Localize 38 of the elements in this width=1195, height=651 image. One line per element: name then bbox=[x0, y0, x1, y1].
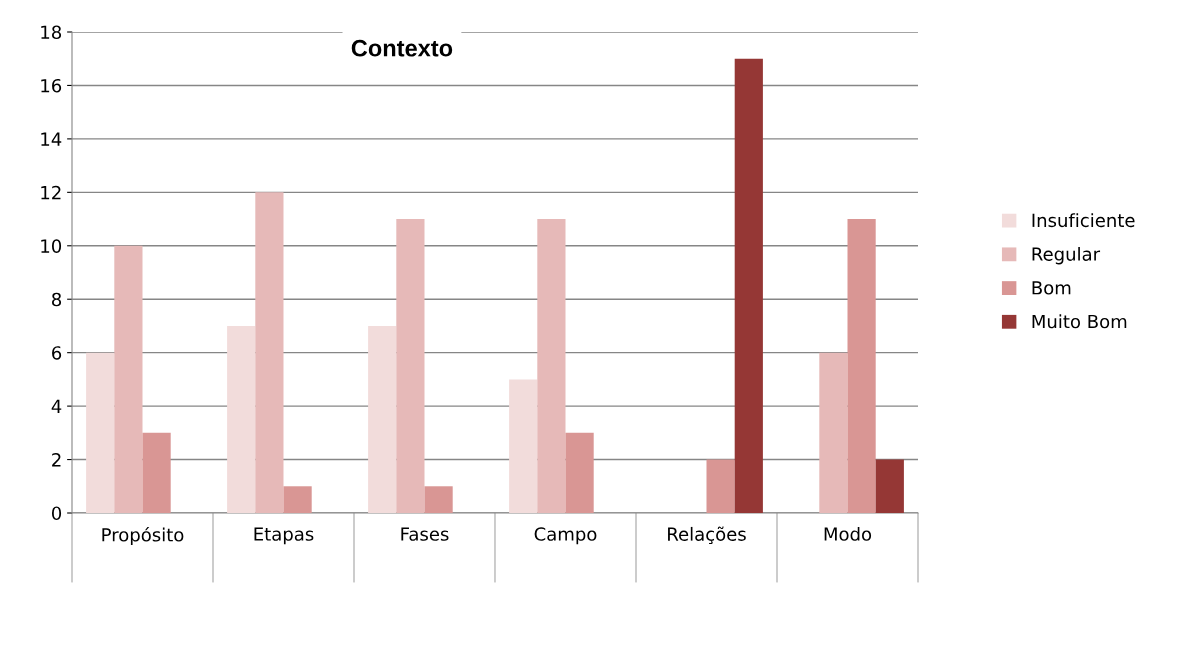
bar bbox=[847, 219, 876, 513]
y-tick-label: 2 bbox=[52, 453, 61, 467]
chart-title: Contexto bbox=[351, 39, 453, 57]
bar bbox=[424, 486, 453, 513]
y-tick-label: 16 bbox=[41, 78, 62, 93]
bar bbox=[706, 459, 735, 513]
x-tick-label: Propósito bbox=[102, 526, 184, 546]
bar bbox=[283, 486, 312, 513]
legend-label: Bom bbox=[1032, 281, 1071, 295]
y-tick-label: 6 bbox=[52, 346, 62, 360]
y-tick-label: 0 bbox=[51, 506, 62, 521]
legend-label: Regular bbox=[1032, 246, 1101, 265]
x-tick-label: Etapas bbox=[254, 527, 314, 545]
y-tick-label: 18 bbox=[41, 25, 62, 40]
bar bbox=[819, 352, 848, 513]
y-tick-label: 4 bbox=[51, 399, 62, 413]
bar bbox=[537, 219, 566, 513]
bar bbox=[509, 379, 538, 513]
bar bbox=[565, 432, 594, 513]
bar bbox=[114, 245, 143, 513]
bar bbox=[142, 432, 171, 513]
y-tick-label: 10 bbox=[41, 239, 62, 253]
bar bbox=[86, 352, 115, 513]
bar bbox=[255, 192, 284, 513]
x-tick-label: Relações bbox=[668, 526, 746, 545]
bar bbox=[734, 58, 763, 513]
x-tick-label: Modo bbox=[824, 526, 872, 541]
y-tick-label: 14 bbox=[41, 132, 62, 146]
legend-label: Insuficiente bbox=[1032, 213, 1135, 228]
bar bbox=[368, 325, 397, 513]
bar bbox=[396, 219, 425, 513]
x-tick-label: Fases bbox=[401, 527, 449, 541]
legend-label: Muito Bom bbox=[1032, 314, 1127, 329]
x-tick-label: Campo bbox=[534, 527, 597, 545]
y-tick-label: 8 bbox=[52, 292, 62, 307]
y-tick-label: 12 bbox=[41, 185, 61, 200]
bar bbox=[227, 325, 256, 513]
bar bbox=[875, 459, 904, 513]
